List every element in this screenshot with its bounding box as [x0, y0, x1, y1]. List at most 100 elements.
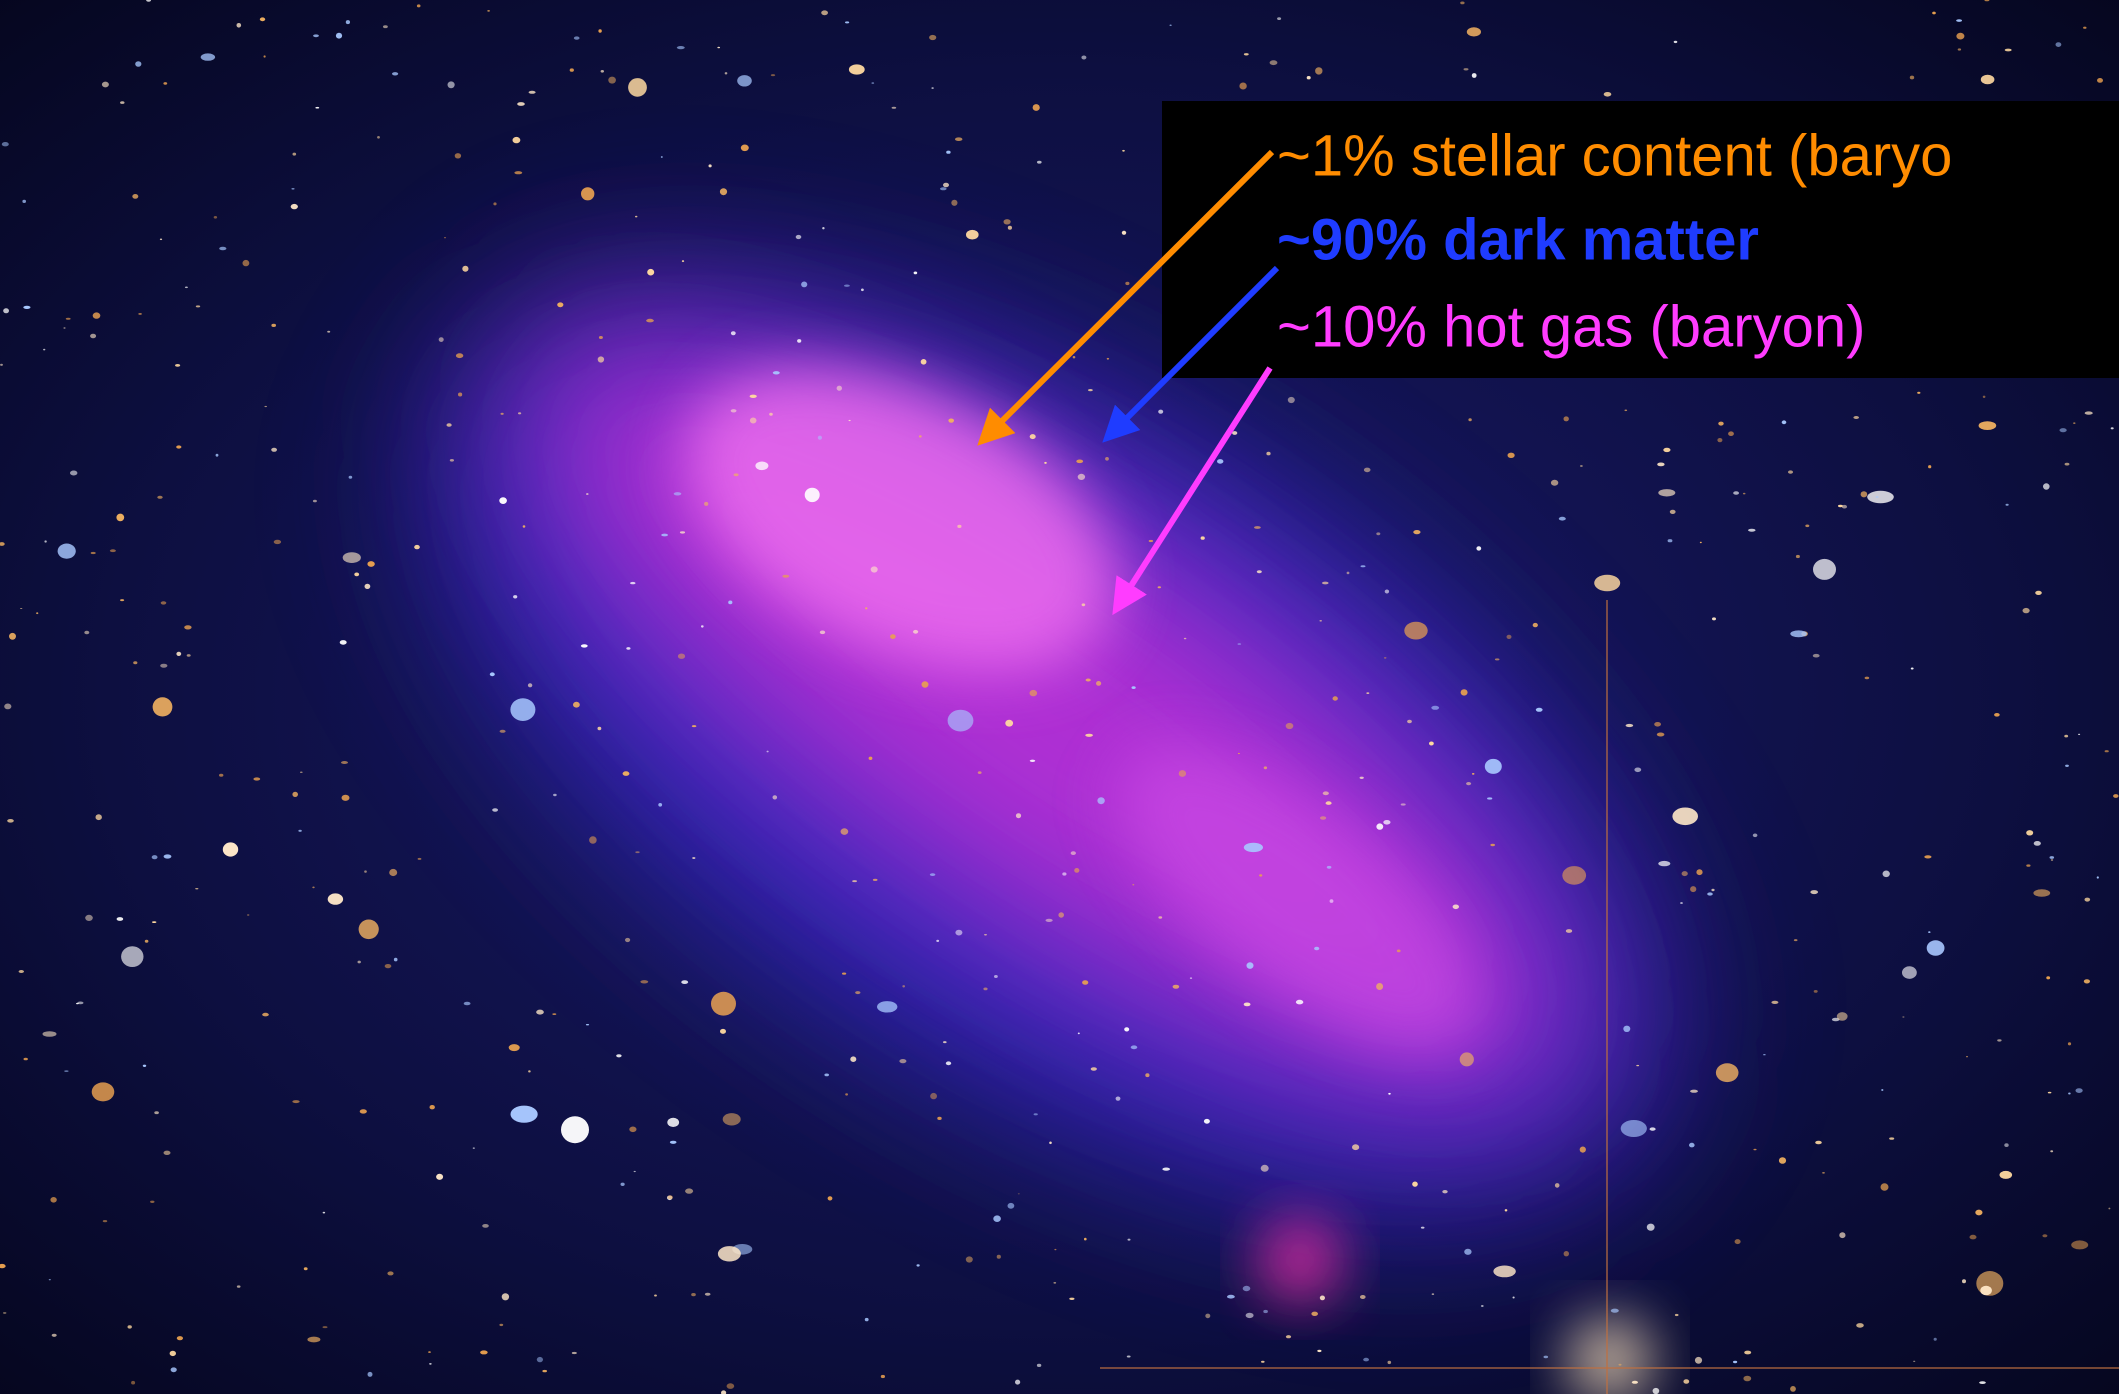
galaxy — [1512, 1296, 1515, 1299]
galaxy — [948, 418, 954, 423]
galaxy — [2022, 607, 2030, 614]
galaxy — [447, 81, 455, 89]
galaxy — [1978, 421, 1997, 430]
hot-gas-arrow — [1112, 366, 1273, 616]
galaxy — [0, 542, 5, 546]
galaxy — [132, 194, 139, 199]
galaxy — [1429, 741, 1434, 746]
galaxy — [176, 651, 182, 657]
galaxy — [1452, 904, 1460, 910]
galaxy — [1259, 874, 1263, 877]
galaxy — [865, 607, 868, 610]
galaxy — [1033, 1113, 1038, 1116]
galaxy — [1081, 603, 1086, 607]
galaxy — [937, 1116, 942, 1120]
galaxy — [292, 791, 299, 798]
galaxy — [152, 921, 157, 923]
galaxy — [144, 939, 149, 943]
label-box — [1162, 101, 2119, 378]
galaxy — [1036, 1363, 1042, 1367]
galaxy — [367, 561, 375, 567]
galaxy — [322, 1211, 326, 1214]
galaxy — [1407, 719, 1412, 724]
galaxy — [1366, 692, 1370, 694]
galaxy — [1926, 940, 1945, 956]
galaxy — [2064, 462, 2070, 466]
galaxy — [499, 729, 506, 733]
galaxy — [920, 359, 927, 365]
galaxy — [819, 630, 826, 635]
galaxy — [1558, 516, 1566, 521]
galaxy — [1287, 396, 1295, 404]
galaxy — [620, 1182, 625, 1187]
galaxy — [1054, 1248, 1057, 1251]
galaxy — [393, 957, 398, 962]
galaxy — [102, 1220, 108, 1223]
galaxy — [291, 188, 295, 190]
galaxy — [1994, 713, 2000, 717]
galaxy — [1683, 1379, 1690, 1384]
galaxy — [101, 81, 109, 88]
galaxy — [1815, 1140, 1822, 1145]
galaxy — [458, 392, 463, 397]
galaxy — [528, 90, 536, 94]
galaxy — [259, 17, 266, 22]
galaxy — [512, 136, 521, 144]
galaxy — [1690, 886, 1697, 893]
galaxy — [1346, 571, 1350, 575]
galaxy — [1232, 431, 1238, 435]
galaxy — [1788, 470, 1793, 474]
galaxy — [1237, 752, 1240, 755]
galaxy — [633, 1170, 636, 1173]
galaxy — [864, 1317, 869, 1322]
galaxy — [1306, 76, 1311, 80]
galaxy — [510, 698, 536, 721]
galaxy — [1631, 1380, 1638, 1384]
galaxy — [44, 540, 47, 543]
galaxy — [1239, 82, 1247, 90]
galaxy — [1836, 1012, 1848, 1021]
galaxy — [1387, 1360, 1392, 1365]
galaxy — [438, 337, 444, 342]
galaxy — [868, 756, 873, 760]
galaxy — [1326, 865, 1332, 869]
galaxy — [2078, 733, 2081, 736]
galaxy — [585, 1023, 590, 1026]
galaxy — [186, 654, 191, 657]
galaxy — [2084, 411, 2093, 415]
galaxy — [1928, 931, 1931, 933]
galaxy — [844, 284, 850, 287]
galaxy — [749, 417, 757, 424]
galaxy — [996, 1254, 1001, 1259]
galaxy — [176, 1336, 183, 1341]
galaxy — [850, 1056, 857, 1062]
galaxy — [1072, 356, 1076, 359]
galaxy — [213, 216, 218, 219]
galaxy — [1106, 357, 1110, 360]
galaxy — [1413, 530, 1421, 535]
galaxy — [782, 574, 790, 578]
galaxy — [573, 36, 580, 40]
galaxy — [1652, 1387, 1660, 1394]
galaxy — [195, 305, 201, 308]
galaxy — [1882, 870, 1890, 878]
galaxy — [84, 630, 90, 635]
galaxy — [51, 1333, 57, 1337]
galaxy — [804, 487, 820, 503]
galaxy — [517, 102, 525, 106]
galaxy — [2033, 889, 2051, 897]
galaxy — [1032, 104, 1040, 111]
galaxy — [836, 385, 842, 391]
galaxy — [1646, 1223, 1655, 1231]
galaxy — [573, 701, 580, 708]
galaxy — [367, 1371, 373, 1377]
galaxy — [428, 1351, 431, 1353]
galaxy — [1127, 1238, 1131, 1241]
galaxy — [827, 1196, 833, 1201]
galaxy — [1460, 1, 1465, 5]
galaxy — [1383, 657, 1387, 659]
galaxy — [536, 1009, 544, 1015]
galaxy — [499, 1323, 504, 1327]
